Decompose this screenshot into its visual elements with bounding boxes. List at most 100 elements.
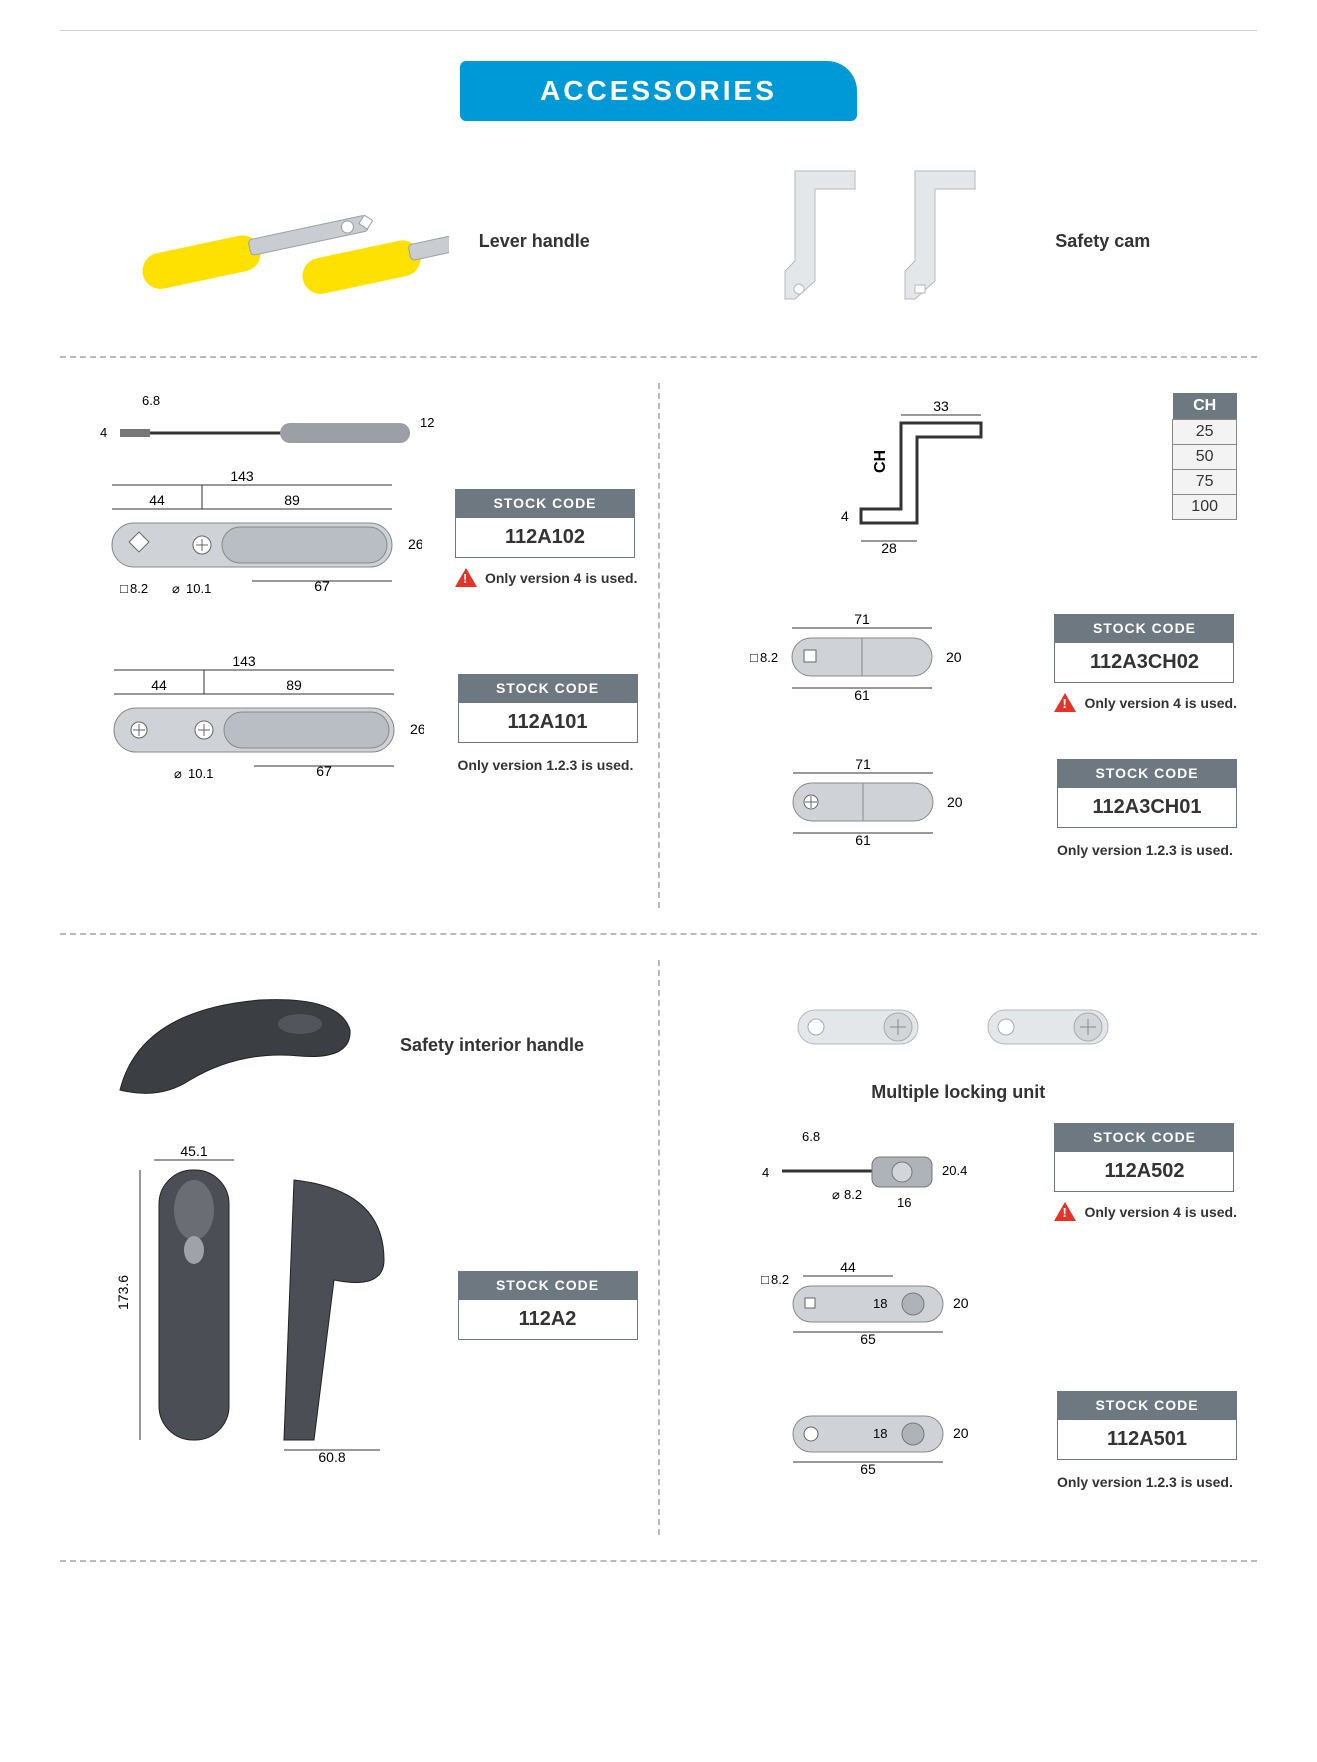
svg-text:26: 26: [410, 721, 424, 737]
svg-text:□: □: [120, 581, 128, 596]
svg-text:6.8: 6.8: [142, 393, 160, 408]
ch-header: CH: [1173, 393, 1237, 420]
stock-block: STOCK CODE 112A501: [1057, 1391, 1237, 1460]
svg-text:67: 67: [316, 763, 332, 779]
header-lever: Lever handle: [60, 151, 659, 331]
stock-code: 112A101: [458, 702, 638, 743]
mlu-variant-1: 6.8 4 20.4 ⌀ 8.2 16 STOCK CODE 112A502: [680, 1123, 1238, 1221]
stock-block: STOCK CODE 112A2: [458, 1271, 638, 1340]
mlu-variant-2: □ 8.2 44 18 20 65: [680, 1256, 1238, 1356]
svg-text:143: 143: [231, 468, 255, 484]
note-text: Only version 1.2.3 is used.: [1057, 842, 1233, 858]
svg-text:8.2: 8.2: [130, 581, 148, 596]
note-text: Only version 1.2.3 is used.: [458, 757, 634, 773]
ch-value: 25: [1173, 420, 1237, 445]
svg-text:10.1: 10.1: [188, 766, 213, 781]
svg-text:71: 71: [855, 756, 871, 772]
warning-icon: [1054, 1202, 1076, 1221]
stock-code: 112A501: [1057, 1419, 1237, 1460]
warning-note: Only version 4 is used.: [1054, 1202, 1237, 1221]
svg-text:16: 16: [897, 1195, 911, 1210]
lever-v1-drawing: 143 44 89 26 67 □ 8.2: [82, 463, 422, 613]
svg-text:60.8: 60.8: [318, 1449, 345, 1465]
cam-v2-drawing: 71 20 61: [733, 753, 973, 863]
stock-block: STOCK CODE 112A3CH02: [1054, 614, 1234, 683]
stock-header: STOCK CODE: [458, 674, 638, 702]
lever-variant-2: 143 44 89 26 67 ⌀ 10.1: [80, 648, 638, 798]
svg-text:67: 67: [315, 578, 331, 594]
warning-icon: [1054, 693, 1076, 712]
warning-text: Only version 4 is used.: [485, 570, 638, 586]
header-row: Lever handle Safety cam: [60, 151, 1257, 358]
svg-text:4: 4: [762, 1165, 769, 1180]
svg-text:20: 20: [953, 1425, 969, 1441]
warning-text: Only version 4 is used.: [1084, 1204, 1237, 1220]
svg-text:6.8: 6.8: [802, 1129, 820, 1144]
col-lever-specs: 6.8 4 12 143 44 89: [60, 383, 658, 908]
svg-text:61: 61: [854, 687, 870, 703]
svg-text:89: 89: [285, 492, 301, 508]
svg-text:□: □: [750, 650, 758, 665]
svg-text:12: 12: [420, 415, 434, 430]
interior-handle-label: Safety interior handle: [400, 1035, 584, 1056]
svg-text:44: 44: [840, 1259, 856, 1275]
safety-cam-image: [765, 161, 1025, 321]
stock-code: 112A2: [458, 1299, 638, 1340]
svg-text:44: 44: [151, 677, 167, 693]
stock-block: STOCK CODE 112A502: [1054, 1123, 1234, 1192]
col-mlu: Multiple locking unit 6.8 4 20.4 ⌀ 8.2 1…: [658, 960, 1258, 1535]
svg-text:18: 18: [873, 1426, 887, 1441]
interior-handle-image: [80, 970, 380, 1120]
stock-header: STOCK CODE: [1057, 1391, 1237, 1419]
svg-text:4: 4: [841, 508, 849, 524]
mlu-v1-drawing: 6.8 4 20.4 ⌀ 8.2 16: [732, 1127, 972, 1217]
svg-text:CH: CH: [872, 450, 889, 473]
svg-text:18: 18: [873, 1296, 887, 1311]
header-safety-cam: Safety cam: [659, 151, 1258, 331]
cam-profile-drawing: 33 CH 4 28: [801, 393, 1021, 573]
svg-text:⌀: ⌀: [172, 581, 180, 596]
svg-text:65: 65: [860, 1461, 876, 1477]
row-specs-1: 6.8 4 12 143 44 89: [60, 358, 1257, 935]
mlu-image-1: [788, 970, 938, 1070]
lever-side-profile: 6.8 4 12: [80, 393, 440, 463]
svg-text:173.6: 173.6: [115, 1275, 131, 1310]
stock-code: 112A3CH01: [1057, 787, 1237, 828]
stock-header: STOCK CODE: [458, 1271, 638, 1299]
stock-header: STOCK CODE: [455, 489, 635, 517]
note-text: Only version 1.2.3 is used.: [1057, 1474, 1233, 1490]
svg-text:□: □: [761, 1272, 769, 1287]
mlu-v3-drawing: 18 20 65: [733, 1396, 973, 1486]
svg-text:4: 4: [100, 425, 107, 440]
svg-text:44: 44: [150, 492, 166, 508]
interior-handle-drawing: 45.1 173.6 60.8: [84, 1140, 424, 1470]
ch-table: CH 25 50 75 100: [1172, 393, 1237, 520]
cam-variant-1: 71 20 □ 8.2 61 STOCK CODE 112A3CH02: [680, 608, 1238, 718]
svg-text:10.1: 10.1: [186, 581, 211, 596]
svg-text:143: 143: [232, 653, 256, 669]
svg-text:71: 71: [854, 611, 870, 627]
svg-text:20.4: 20.4: [942, 1163, 967, 1178]
svg-text:⌀: ⌀: [174, 766, 182, 781]
lever-variant-1: 143 44 89 26 67 □ 8.2: [80, 463, 638, 613]
warning-note: Only version 4 is used.: [455, 568, 638, 587]
ch-value: 100: [1173, 495, 1237, 520]
svg-text:20: 20: [953, 1295, 969, 1311]
lever-handle-label: Lever handle: [479, 231, 590, 252]
stock-code: 112A102: [455, 517, 635, 558]
mlu-label: Multiple locking unit: [680, 1082, 1238, 1103]
stock-code: 112A502: [1054, 1151, 1234, 1192]
warning-note: Only version 4 is used.: [1054, 693, 1237, 712]
ch-value: 50: [1173, 445, 1237, 470]
svg-text:28: 28: [881, 540, 897, 556]
svg-text:61: 61: [855, 832, 871, 848]
svg-text:8.2: 8.2: [771, 1272, 789, 1287]
svg-text:65: 65: [860, 1331, 876, 1347]
svg-text:26: 26: [408, 536, 422, 552]
warning-icon: [455, 568, 477, 587]
safety-cam-label: Safety cam: [1055, 231, 1150, 252]
mlu-image-2: [978, 970, 1128, 1070]
stock-header: STOCK CODE: [1057, 759, 1237, 787]
cam-v1-drawing: 71 20 □ 8.2 61: [732, 608, 972, 718]
lever-v2-drawing: 143 44 89 26 67 ⌀ 10.1: [84, 648, 424, 798]
